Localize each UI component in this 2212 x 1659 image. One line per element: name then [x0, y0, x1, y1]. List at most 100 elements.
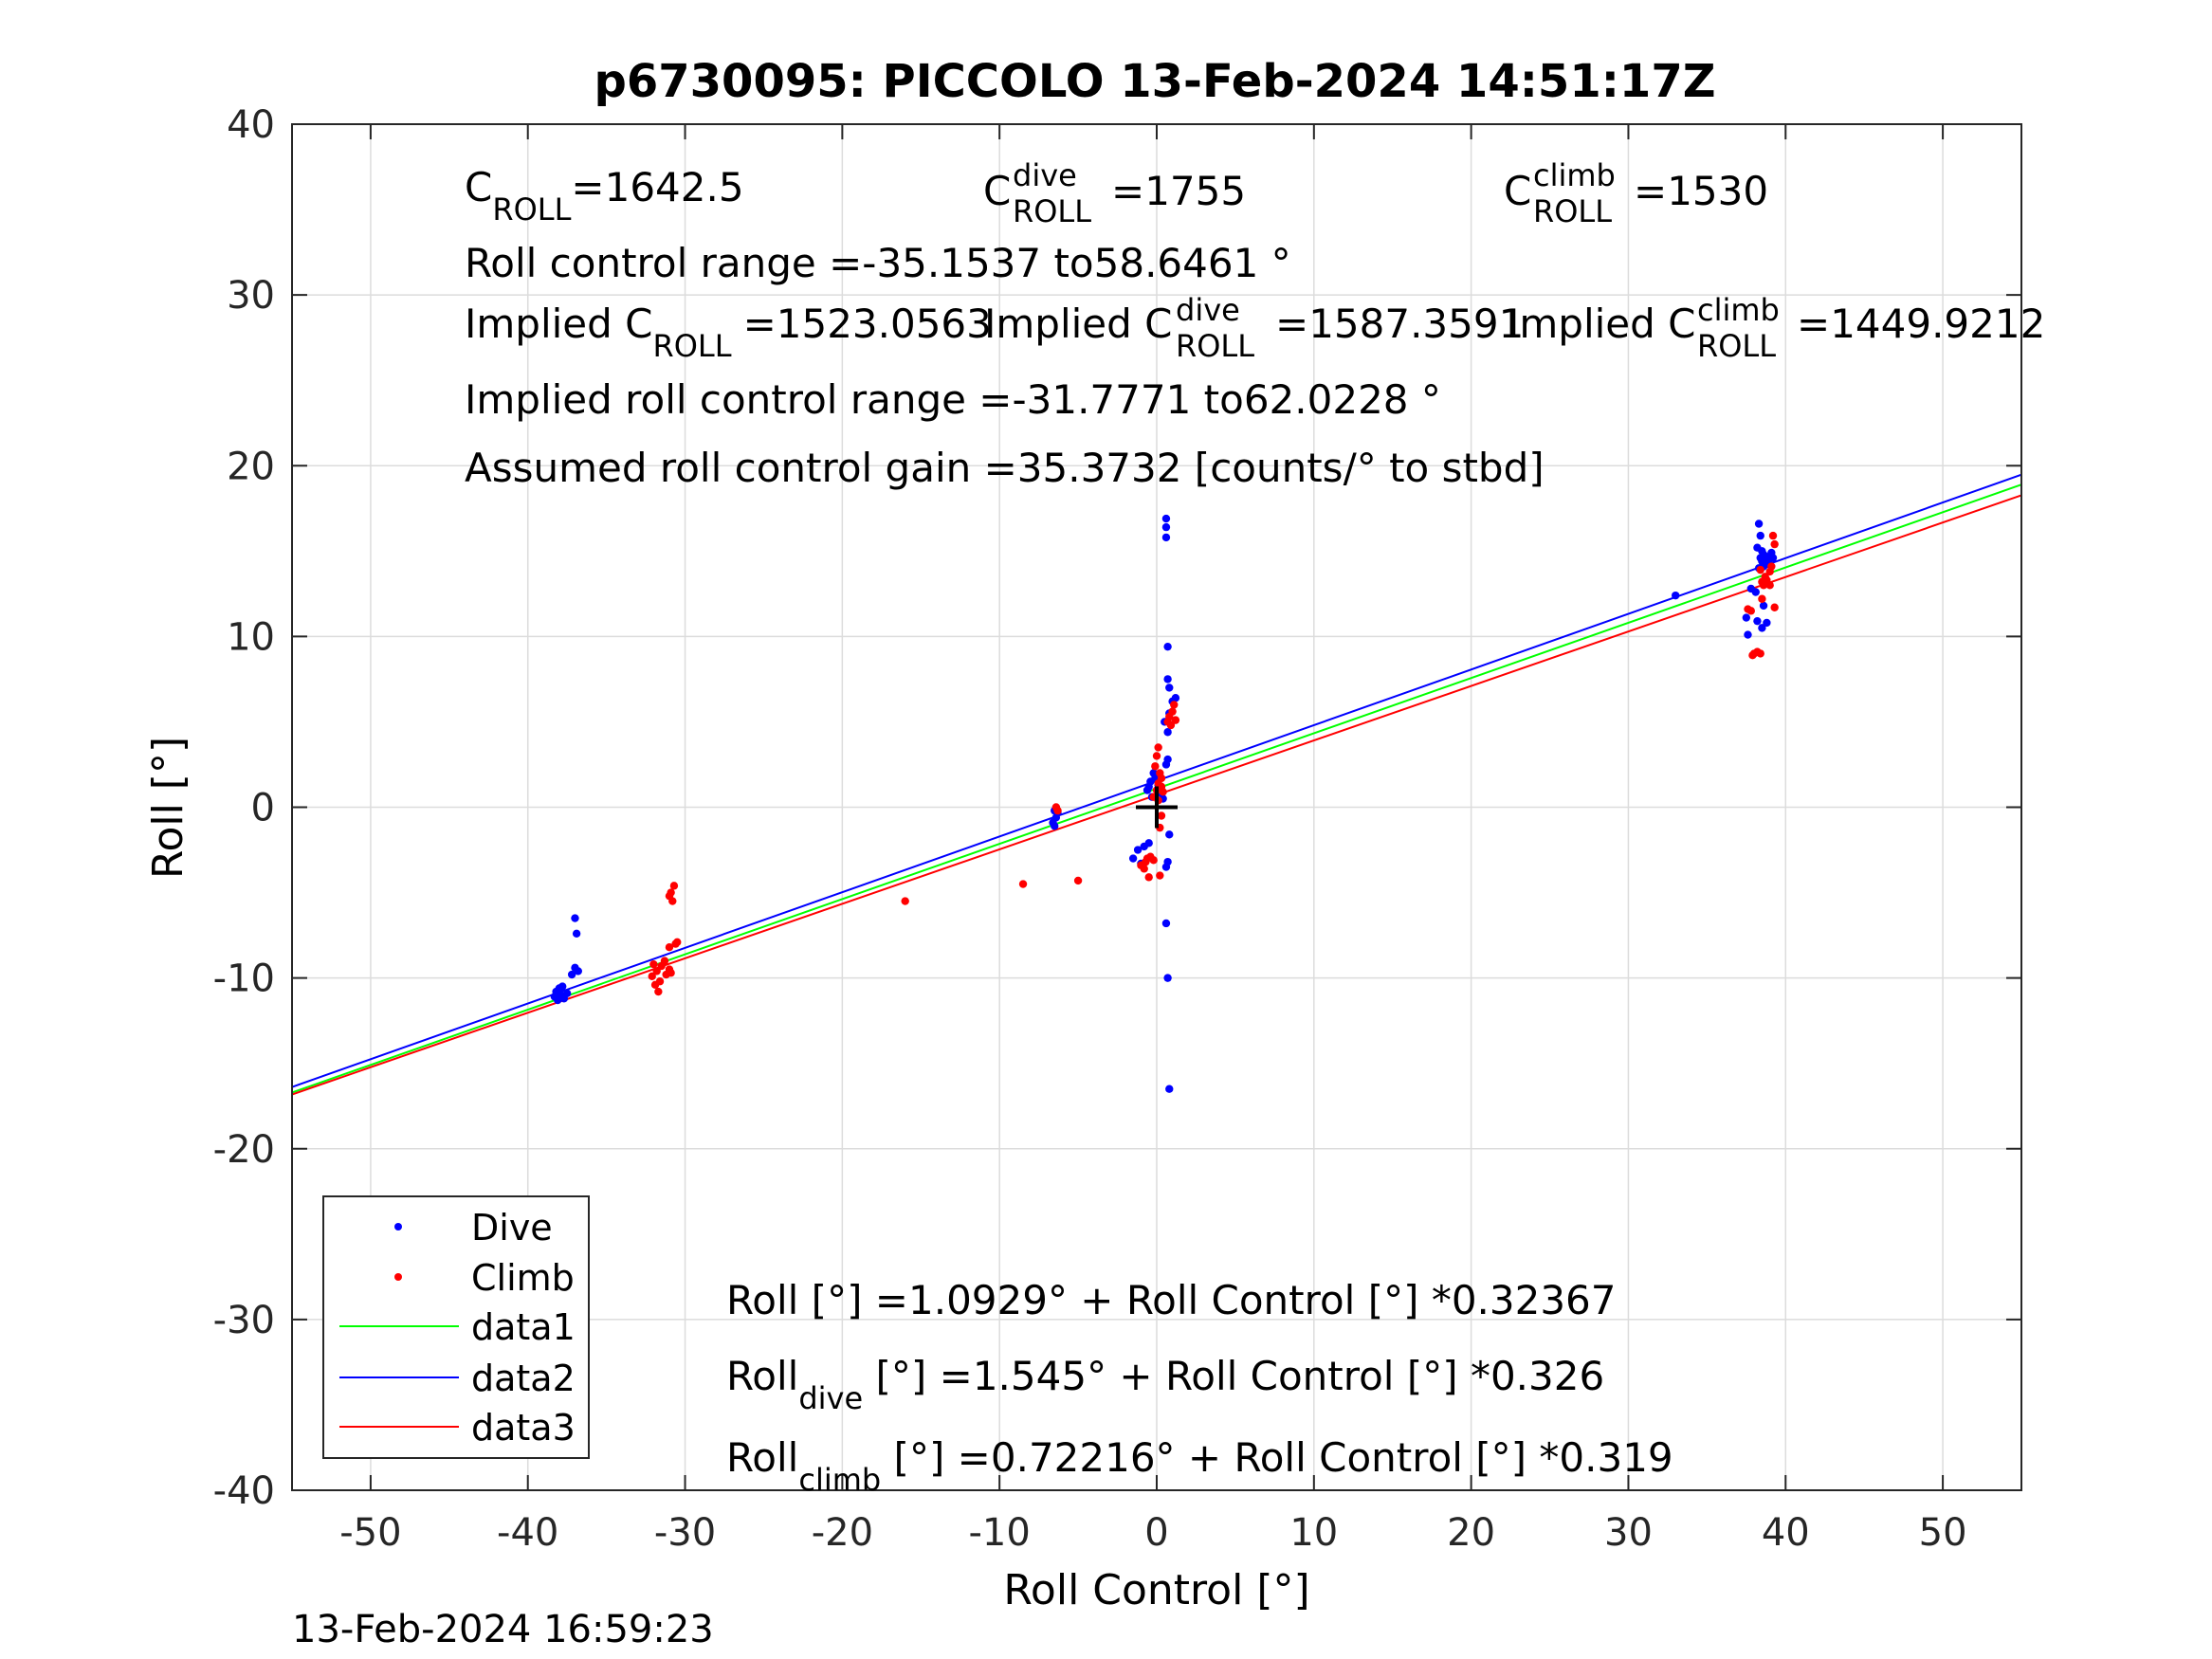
legend-label-data2: data2 — [471, 1358, 576, 1399]
dive-point — [1768, 554, 1778, 562]
y-tick-label: 30 — [227, 274, 275, 318]
dive-point — [1163, 974, 1172, 982]
dive-point — [1161, 533, 1171, 542]
chart-title: p6730095: PICCOLO 13-Feb-2024 14:51:17Z — [594, 55, 1715, 108]
dive-point — [1165, 1085, 1174, 1093]
dive-point — [558, 982, 567, 991]
climb-point — [1156, 871, 1164, 880]
dive-point — [1758, 624, 1766, 632]
dive-point — [1753, 616, 1762, 626]
climb-point — [1018, 880, 1028, 888]
climb-point — [1159, 788, 1167, 796]
climb-point — [1073, 876, 1083, 885]
x-tick-label: -20 — [812, 1511, 873, 1555]
y-axis-label: Roll [°] — [144, 737, 192, 879]
x-tick-label: 30 — [1604, 1511, 1653, 1555]
climb-point — [667, 888, 675, 897]
x-tick-label: 20 — [1447, 1511, 1495, 1555]
dive-point — [1144, 839, 1153, 848]
footer-timestamp: 13-Feb-2024 16:59:23 — [292, 1608, 714, 1651]
annotation-fit-climb: Rollclimb [°] =0.72216° + Roll Control [… — [726, 1434, 1673, 1498]
x-axis-label: Roll Control [°] — [1003, 1566, 1309, 1614]
dive-point — [1161, 760, 1171, 769]
climb-point — [1144, 873, 1153, 882]
dive-point — [1759, 601, 1768, 611]
dive-point — [1744, 630, 1752, 639]
dive-point — [550, 993, 559, 1001]
dive-point — [1163, 675, 1172, 684]
climb-point — [667, 969, 675, 977]
climb-point — [650, 980, 660, 990]
dive-point — [1128, 854, 1138, 863]
dive-point — [1763, 618, 1771, 628]
plot-frame — [291, 123, 2022, 1491]
annotation-implied-c-roll: Implied CROLL =1523.0563 — [465, 301, 992, 364]
x-tick-label: 0 — [1144, 1511, 1168, 1555]
climb-point — [1759, 581, 1768, 590]
annotation-c-roll-dive: Cdive ROLL =1755 — [983, 157, 1246, 229]
dive-point — [1751, 588, 1760, 596]
x-tick-label: 40 — [1762, 1511, 1810, 1555]
annotation-c-roll: CROLL=1642.5 — [465, 164, 744, 228]
climb-point — [1758, 594, 1766, 603]
origin-cross-marker — [1136, 786, 1178, 829]
dive-point — [1161, 919, 1171, 928]
dive-point — [1754, 520, 1764, 528]
climb-point — [1053, 806, 1062, 815]
climb-point — [1765, 581, 1774, 590]
y-tick-label: -20 — [213, 1128, 275, 1172]
climb-point — [1157, 811, 1166, 820]
dive-point — [1163, 728, 1172, 737]
dive-point — [1756, 531, 1764, 540]
climb-point — [1151, 762, 1160, 771]
annotation-implied-c-roll-climb: Implied Cclimb ROLL =1449.9212 — [1508, 292, 2045, 364]
y-tick-label: 10 — [227, 615, 275, 659]
climb-point — [1163, 718, 1172, 726]
climb-point — [668, 897, 677, 905]
dive-point — [571, 914, 579, 922]
climb-point — [1756, 565, 1764, 574]
x-tick-label: -10 — [969, 1511, 1031, 1555]
dive-point — [1161, 522, 1171, 532]
climb-point — [665, 943, 674, 952]
climb-point — [901, 897, 909, 905]
legend: Dive Climb data1 data2 data3 — [322, 1195, 590, 1459]
dive-point — [1144, 782, 1153, 792]
climb-point — [669, 882, 679, 890]
data-points — [550, 514, 1779, 1093]
climb-point — [649, 960, 658, 969]
x-tick-label: -30 — [654, 1511, 716, 1555]
legend-label-dive: Dive — [471, 1207, 553, 1249]
dive-point — [567, 970, 576, 979]
annotation-assumed-gain: Assumed roll control gain =35.3732 [coun… — [465, 445, 1545, 491]
dive-point — [572, 929, 581, 938]
climb-point — [1154, 743, 1162, 752]
dive-point — [1742, 613, 1751, 622]
climb-point — [652, 967, 661, 975]
climb-point — [1756, 649, 1764, 658]
annotation-implied-roll-control-range: Implied roll control range =-31.7771 to6… — [465, 376, 1441, 423]
x-tick-label: -40 — [497, 1511, 558, 1555]
dive-point — [559, 994, 569, 1003]
climb-point — [1748, 650, 1757, 660]
y-tick-label: 20 — [227, 445, 275, 488]
dive-point — [574, 967, 582, 975]
annotation-fit-dive: Rolldive [°] =1.545° + Roll Control [°] … — [726, 1353, 1604, 1416]
climb-point — [1152, 752, 1161, 760]
dive-point — [1165, 684, 1174, 692]
legend-label-data1: data1 — [471, 1306, 576, 1348]
climb-point — [1157, 774, 1166, 783]
legend-label-climb: Climb — [471, 1257, 575, 1299]
legend-marker-dive — [394, 1223, 402, 1231]
dive-point — [1672, 591, 1680, 600]
annotation-roll-control-range: Roll control range =-35.1537 to58.6461 ° — [465, 240, 1291, 286]
climb-point — [648, 972, 656, 981]
dive-point — [1051, 822, 1059, 830]
dive-point — [1171, 694, 1180, 702]
climb-point — [1770, 603, 1779, 611]
climb-point — [1171, 716, 1180, 724]
climb-point — [1140, 865, 1148, 873]
x-tick-label: 50 — [1919, 1511, 1967, 1555]
legend-label-data3: data3 — [471, 1407, 576, 1449]
climb-point — [1770, 539, 1779, 549]
